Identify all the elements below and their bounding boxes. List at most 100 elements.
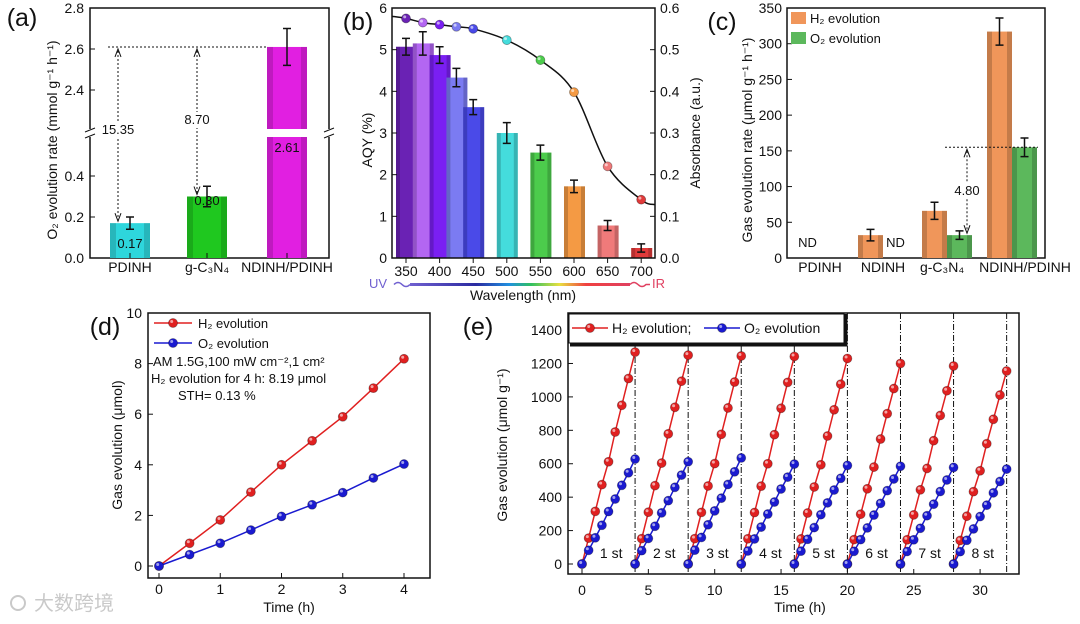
data-point [888, 474, 899, 484]
data-point [337, 411, 348, 422]
data-point [663, 495, 674, 506]
uv-label: UV [369, 276, 387, 291]
data-point-highlight [599, 522, 603, 526]
bar-shade [1012, 147, 1017, 258]
ratio-annotation: 8.70 [184, 112, 209, 127]
plot-frame [786, 7, 1046, 259]
bar-shade [530, 152, 535, 258]
data-point [597, 479, 607, 490]
absorbance-point [401, 13, 411, 24]
y-tick-label: 1 [379, 208, 387, 224]
bar-shade [429, 55, 434, 259]
panel-label: (c) [707, 8, 736, 36]
h2-amount-note: H₂ evolution for 4 h: 8.19 μmol [151, 371, 326, 386]
data-point-highlight [1003, 466, 1007, 470]
data-point-highlight [937, 488, 941, 492]
data-point-highlight [638, 547, 642, 551]
data-point [802, 508, 813, 518]
data-point-highlight [844, 355, 848, 359]
data-point-highlight [370, 385, 374, 389]
absorbance-point [434, 19, 445, 30]
data-point-highlight [632, 561, 636, 564]
x-axis-title: Time (h) [774, 599, 826, 615]
legend-marker [168, 318, 178, 328]
data-point [643, 533, 654, 544]
data-point-highlight [837, 475, 841, 479]
data-point-highlight [401, 355, 405, 359]
y-tick-label: 2 [379, 167, 387, 183]
data-point [736, 559, 747, 569]
data-point-highlight [718, 431, 722, 435]
x-tick-label: 650 [596, 263, 620, 279]
data-point [855, 534, 866, 545]
data-point-highlight [764, 511, 768, 515]
data-point-highlight [745, 547, 749, 551]
data-point-highlight [719, 325, 723, 328]
data-point-highlight [685, 352, 689, 356]
data-point-highlight [645, 509, 649, 513]
data-point [789, 351, 800, 362]
bar [412, 43, 434, 258]
data-point [776, 484, 786, 494]
watermark-logo-icon [10, 595, 26, 611]
x-tick-label: 10 [707, 582, 723, 598]
data-point-highlight [170, 340, 174, 343]
data-point-highlight [605, 458, 609, 462]
panel-e: (e)1 st 2 st 3 st 4 st 5 st 6 st 7 st 8 st02004… [463, 312, 1020, 615]
data-point-highlight [864, 524, 868, 528]
data-point-highlight [964, 513, 968, 517]
data-point [922, 510, 932, 521]
annotation-bg [98, 122, 138, 138]
bar [530, 152, 552, 258]
absorbance-point [468, 23, 479, 34]
data-point [368, 473, 379, 483]
y-tick-label: 200 [759, 107, 783, 123]
x-axis-title: Time (h) [263, 599, 315, 615]
data-point [789, 459, 800, 469]
data-point [703, 519, 713, 530]
data-point [1001, 464, 1012, 474]
data-point [822, 497, 833, 508]
data-point-highlight [691, 547, 695, 551]
bar-value-label: 0.17 [117, 236, 142, 251]
error-bar [126, 216, 134, 231]
y-tick-label-right: 0.5 [660, 42, 680, 58]
y-tick-label: 8 [134, 356, 142, 372]
data-point [683, 350, 694, 361]
y-tick-label: 350 [759, 0, 783, 16]
y-tick-label: 0 [134, 558, 142, 574]
error-bar [1020, 137, 1029, 158]
data-point-highlight [811, 524, 815, 528]
cycle-label: 7 st [918, 545, 941, 561]
bar-shade [396, 46, 400, 258]
data-point [988, 487, 999, 498]
data-point-highlight [964, 537, 968, 541]
x-tick-label: PDINH [108, 259, 152, 275]
bar-shade [547, 152, 552, 258]
data-point [729, 466, 740, 477]
data-point-highlight [791, 461, 795, 465]
data-point-highlight [186, 551, 190, 555]
x-tick-label: 20 [840, 582, 856, 598]
data-point-highlight [851, 536, 855, 540]
y-tick-label: 2 [134, 507, 142, 523]
data-point-highlight [864, 485, 868, 489]
x-tick-label: 1 [216, 581, 224, 597]
data-point-highlight [585, 547, 589, 551]
data-point-highlight [831, 486, 835, 490]
data-point [623, 467, 634, 478]
absorbance-point [451, 21, 462, 32]
data-point [895, 358, 906, 369]
data-point-highlight [784, 379, 788, 383]
cycle-label: 1 st [600, 545, 623, 561]
data-point-highlight [824, 499, 828, 503]
x-tick-label: PDINH [798, 259, 842, 275]
data-point-highlight [592, 508, 596, 512]
absorbance-point [636, 194, 647, 205]
data-point-highlight [758, 483, 762, 487]
data-point [981, 500, 992, 511]
data-point [842, 460, 853, 471]
y-tick-label: 0.0 [65, 250, 85, 266]
data-point [888, 383, 899, 394]
y-tick-label: 3 [379, 125, 387, 141]
